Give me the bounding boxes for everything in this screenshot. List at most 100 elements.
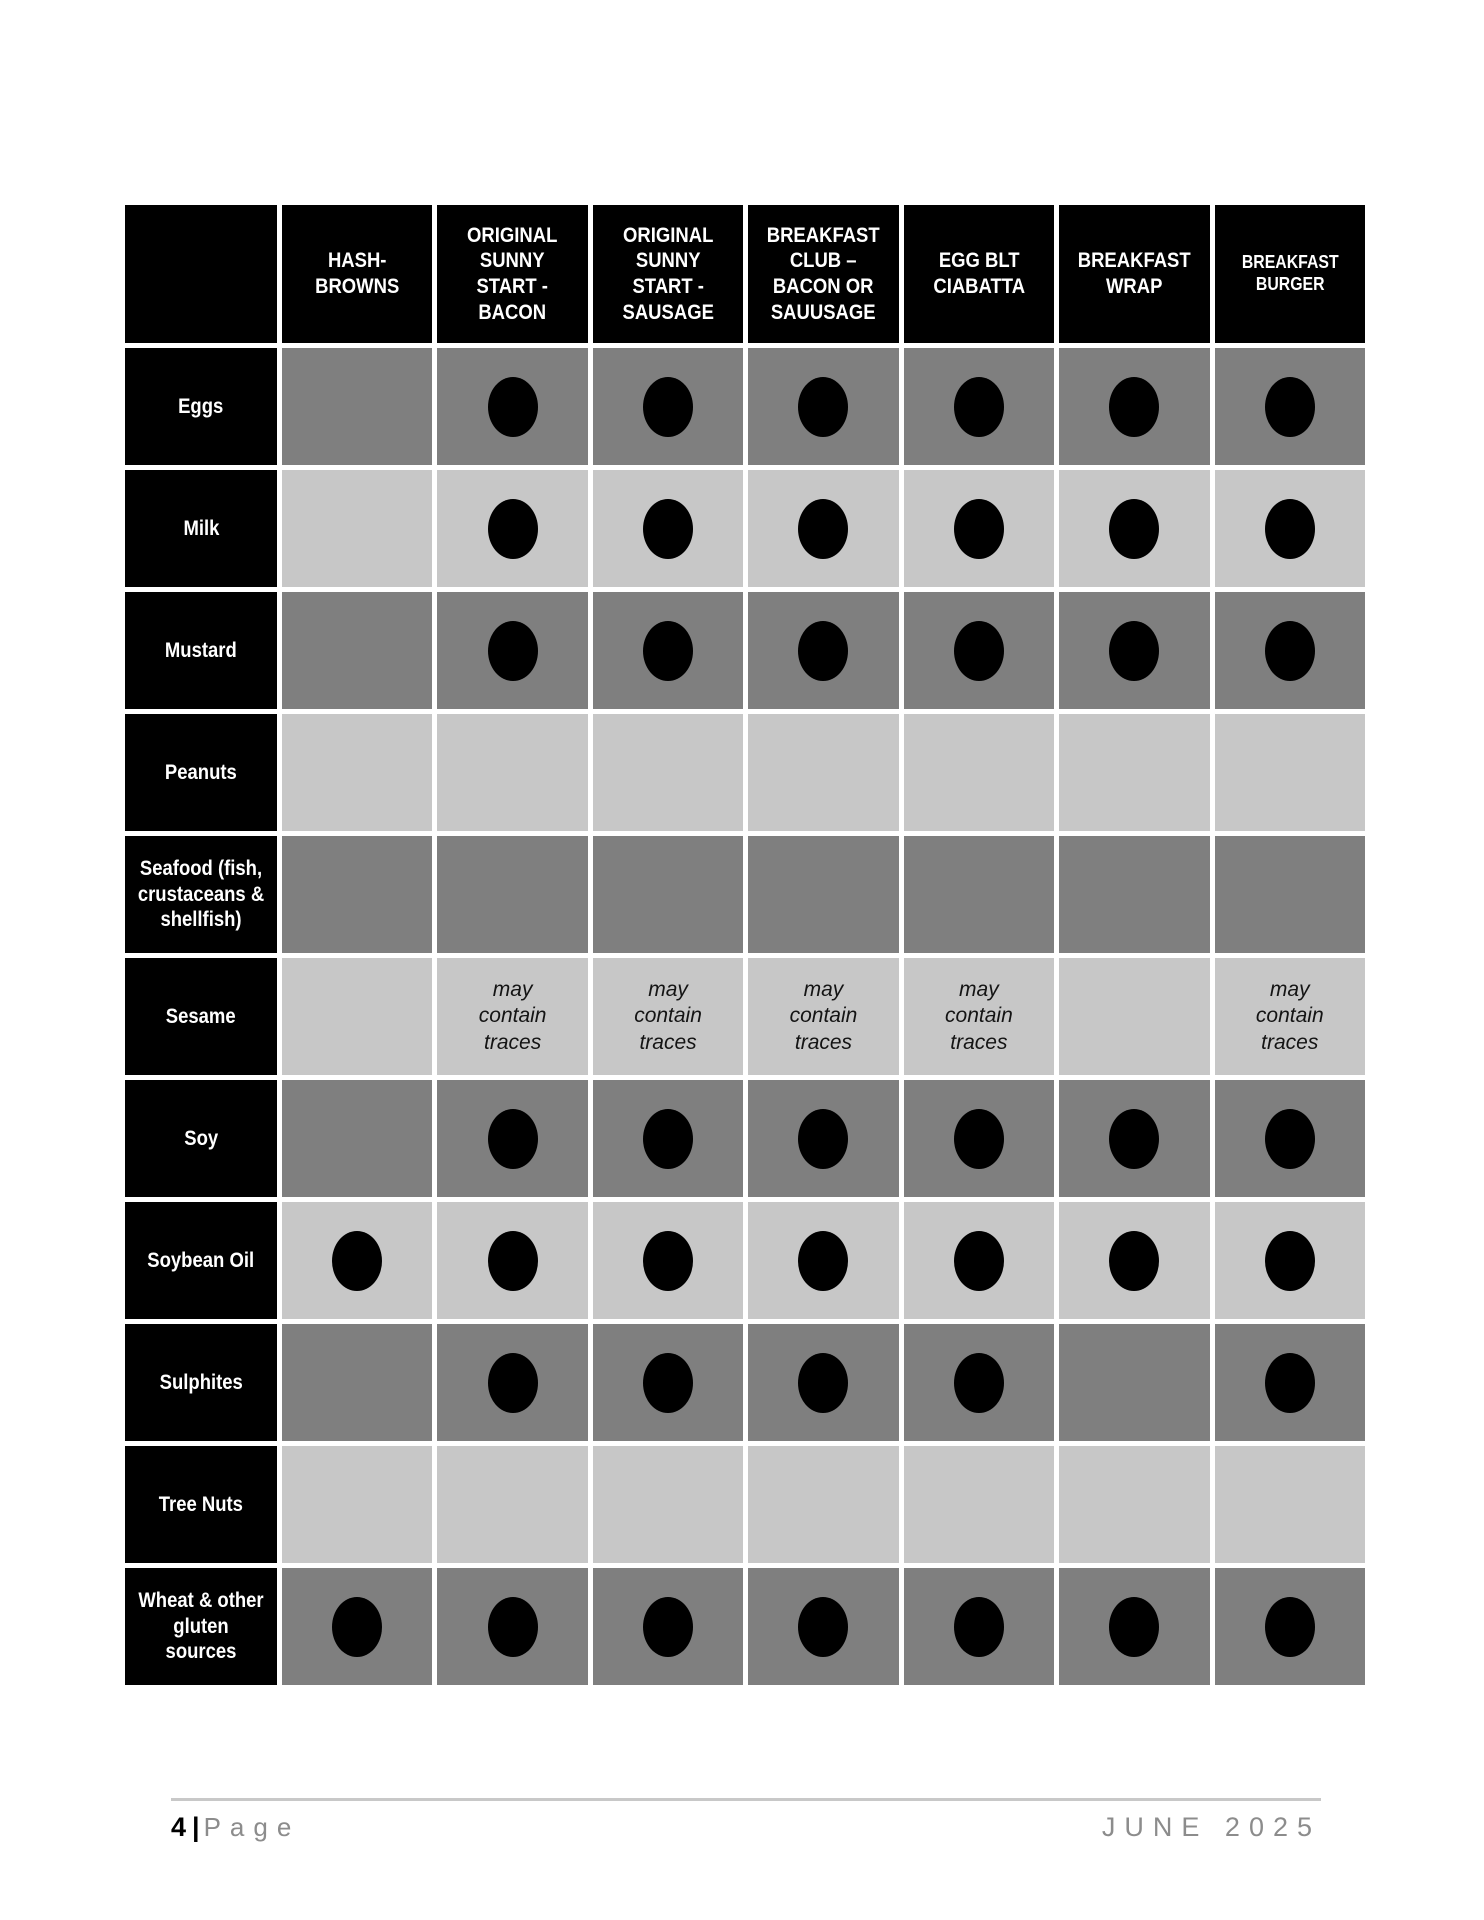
- allergen-label-text: Mustard: [165, 638, 237, 662]
- allergen-cell: [437, 1446, 588, 1563]
- allergen-row: Sulphites: [125, 1324, 1365, 1441]
- allergen-cell: [592, 1202, 744, 1319]
- column-header: EGG BLT CIABATTA: [903, 205, 1055, 343]
- allergen-dot: [798, 1596, 849, 1657]
- allergen-cell: [903, 470, 1055, 587]
- allergen-cell: [903, 714, 1055, 831]
- allergen-dot: [1109, 498, 1160, 559]
- column-header: BREAKFAST CLUB – BACON OR SAUUSAGE: [748, 205, 899, 343]
- allergen-row: Eggs: [125, 348, 1365, 465]
- traces-note: may contain traces: [789, 978, 858, 1054]
- allergen-label-text: Soybean Oil: [147, 1248, 255, 1272]
- allergen-cell: may contain traces: [903, 958, 1055, 1075]
- allergen-row: Soybean Oil: [125, 1202, 1365, 1319]
- allergen-cell: [592, 592, 744, 709]
- allergen-cell: [592, 714, 744, 831]
- allergen-dot: [798, 498, 849, 559]
- allergen-cell: [1059, 714, 1210, 831]
- traces-note: may contain traces: [634, 978, 702, 1054]
- column-header: HASH-BROWNS: [282, 205, 433, 343]
- allergen-label: Tree Nuts: [125, 1446, 277, 1563]
- allergen-dot: [798, 1108, 849, 1169]
- allergen-cell: [282, 1324, 433, 1441]
- allergen-cell: [437, 836, 588, 953]
- allergen-cell: [282, 958, 433, 1075]
- footer-divider: [171, 1798, 1321, 1801]
- column-header: ORIGINAL SUNNY START - SAUSAGE: [592, 205, 744, 343]
- allergen-row: Peanuts: [125, 714, 1365, 831]
- allergen-cell: [592, 1324, 744, 1441]
- allergen-label-text: Sulphites: [159, 1370, 243, 1394]
- footer-date: JUNE 2025: [1101, 1812, 1321, 1842]
- page-number-footer: 4 | Page: [171, 1812, 300, 1843]
- allergen-cell: [748, 836, 899, 953]
- allergen-cell: [903, 1568, 1055, 1685]
- allergen-cell: [903, 592, 1055, 709]
- allergen-cell: [282, 1080, 433, 1197]
- allergen-dot: [953, 1596, 1004, 1657]
- allergen-cell: [1214, 470, 1365, 587]
- traces-note: may contain traces: [945, 978, 1013, 1054]
- allergen-cell: [903, 348, 1055, 465]
- column-header-label: BREAKFAST CLUB – BACON OR SAUUSAGE: [766, 223, 880, 324]
- allergen-dot: [332, 1230, 383, 1291]
- allergen-cell: [282, 470, 433, 587]
- allergen-cell: [748, 714, 899, 831]
- allergen-row: Wheat & other gluten sources: [125, 1568, 1365, 1685]
- column-header: BREAKFAST BURGER: [1214, 205, 1365, 343]
- allergen-dot: [487, 1230, 538, 1291]
- header-row: HASH-BROWNS ORIGINAL SUNNY START - BACON O…: [125, 205, 1365, 343]
- allergen-cell: [1214, 714, 1365, 831]
- allergen-cell: [1059, 1202, 1210, 1319]
- allergen-dot: [643, 376, 694, 437]
- allergen-label: Seafood (fish, crustaceans & shellfish): [125, 836, 277, 953]
- footer-separator: |: [192, 1812, 200, 1842]
- allergen-dot: [1264, 376, 1315, 437]
- column-header: BREAKFAST WRAP: [1059, 205, 1210, 343]
- allergen-dot: [332, 1596, 383, 1657]
- allergen-cell: [748, 1446, 899, 1563]
- allergen-dot: [1264, 1230, 1315, 1291]
- traces-note: may contain traces: [1255, 978, 1324, 1054]
- allergen-cell: [748, 1568, 899, 1685]
- allergen-label: Soybean Oil: [125, 1202, 277, 1319]
- allergen-cell: [282, 1568, 433, 1685]
- column-header-label: HASH-BROWNS: [315, 249, 400, 298]
- allergen-label: Sulphites: [125, 1324, 277, 1441]
- allergen-cell: [1059, 1568, 1210, 1685]
- column-header-label: BREAKFAST BURGER: [1241, 252, 1339, 294]
- allergen-dot: [1109, 620, 1160, 681]
- allergen-dot: [798, 620, 849, 681]
- corner-cell: [125, 205, 277, 343]
- allergen-label: Peanuts: [125, 714, 277, 831]
- allergen-dot: [487, 620, 538, 681]
- allergen-dot: [643, 1230, 694, 1291]
- allergen-cell: [748, 470, 899, 587]
- allergen-cell: [282, 836, 433, 953]
- allergen-dot: [643, 498, 694, 559]
- allergen-cell: [903, 836, 1055, 953]
- allergen-cell: [748, 348, 899, 465]
- column-header-label: ORIGINAL SUNNY START - SAUSAGE: [622, 223, 714, 324]
- column-header: ORIGINAL SUNNY START - BACON: [437, 205, 588, 343]
- allergen-cell: [903, 1202, 1055, 1319]
- allergen-cell: [282, 348, 433, 465]
- allergen-cell: [903, 1080, 1055, 1197]
- allergen-label: Wheat & other gluten sources: [125, 1568, 277, 1685]
- allergen-cell: [1214, 1324, 1365, 1441]
- allergen-cell: [1059, 958, 1210, 1075]
- allergen-cell: [1214, 592, 1365, 709]
- allergen-cell: [1214, 1446, 1365, 1563]
- allergen-cell: [437, 592, 588, 709]
- allergen-dot: [487, 376, 538, 437]
- allergen-label-text: Sesame: [166, 1004, 236, 1028]
- allergen-row: Soy: [125, 1080, 1365, 1197]
- allergen-cell: [1214, 348, 1365, 465]
- allergen-label-text: Seafood (fish, crustaceans & shellfish): [137, 857, 265, 932]
- allergen-row: Milk: [125, 470, 1365, 587]
- allergen-label-text: Tree Nuts: [158, 1492, 244, 1516]
- allergen-cell: [282, 1202, 433, 1319]
- allergen-cell: [592, 1568, 744, 1685]
- allergen-cell: [592, 836, 744, 953]
